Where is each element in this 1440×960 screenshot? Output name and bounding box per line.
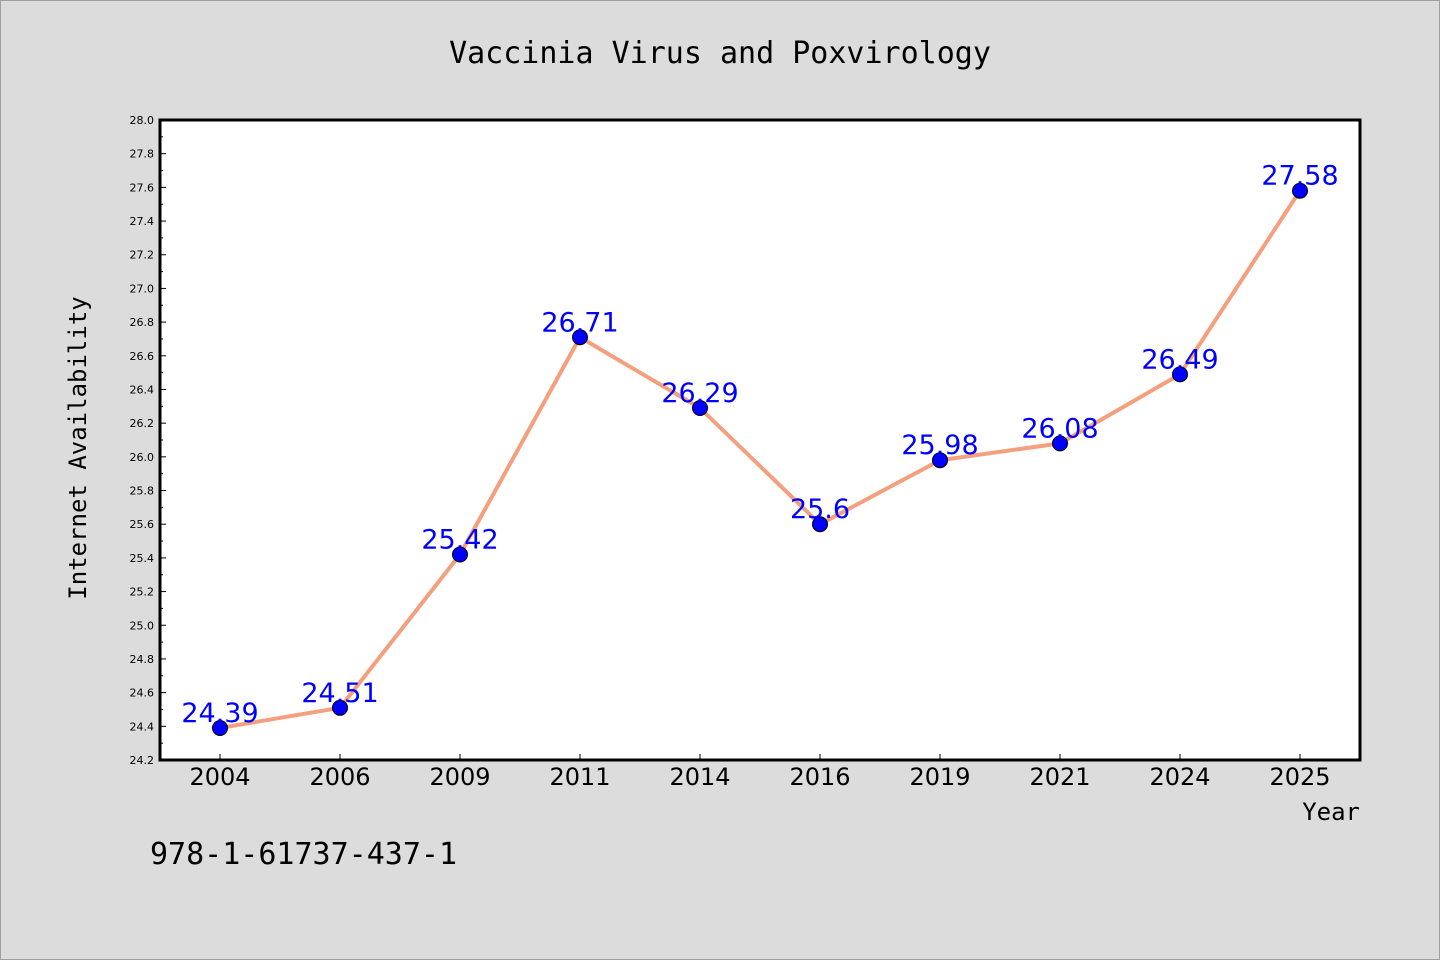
- data-point: [1292, 182, 1308, 199]
- y-tick-label: 26.4: [130, 383, 155, 396]
- x-tick-label: 2025: [1269, 763, 1330, 791]
- data-point: [332, 699, 348, 716]
- x-tick-label: 2019: [909, 763, 970, 791]
- y-tick-label: 27.2: [130, 249, 155, 262]
- data-label: 26.29: [661, 378, 738, 409]
- x-tick-label: 2004: [189, 763, 250, 791]
- data-label: 27.58: [1261, 161, 1338, 192]
- x-tick-label: 2011: [549, 763, 610, 791]
- x-tick-label: 2006: [309, 763, 370, 791]
- y-tick-label: 28.0: [130, 114, 155, 127]
- y-tick-label: 25.4: [130, 552, 155, 565]
- data-point: [812, 516, 828, 533]
- data-label: 26.71: [541, 307, 618, 338]
- y-tick-label: 27.4: [130, 215, 155, 228]
- x-tick-label: 2009: [429, 763, 490, 791]
- isbn-footnote: 978-1-61737-437-1: [150, 837, 457, 872]
- data-point: [692, 400, 708, 416]
- y-tick-label: 27.0: [130, 282, 155, 295]
- series-line-group: [219, 189, 1302, 730]
- data-point: [212, 720, 228, 736]
- y-tick-label: 25.6: [130, 518, 155, 531]
- y-tick-label: 24.4: [130, 720, 155, 733]
- data-label: 26.08: [1021, 413, 1098, 444]
- y-tick-label: 25.8: [130, 485, 155, 498]
- data-label: 24.39: [181, 698, 258, 729]
- plot-area: [160, 120, 1360, 760]
- data-point: [572, 329, 588, 346]
- data-label: 24.51: [301, 678, 378, 709]
- y-tick-label: 27.8: [130, 148, 155, 161]
- data-label: 25.98: [901, 430, 978, 461]
- data-label: 25.42: [421, 525, 498, 556]
- data-point: [452, 546, 468, 563]
- x-tick-label: 2014: [669, 763, 730, 791]
- data-point: [932, 452, 948, 469]
- x-axis-label: Year: [1302, 798, 1360, 826]
- plot-border: [158, 118, 1362, 762]
- chart-title: Vaccinia Virus and Poxvirology: [449, 36, 991, 71]
- y-tick-label: 26.2: [130, 417, 155, 430]
- x-tick-label: 2021: [1029, 763, 1090, 791]
- y-tick-label: 26.8: [130, 316, 155, 329]
- x-axis-ticks: 2004 2006 2009 2011 2014 2016 2019 2021 2024 2025: [189, 754, 1331, 791]
- data-point: [1172, 366, 1188, 383]
- data-point: [1052, 435, 1068, 452]
- y-tick-label: 26.6: [130, 350, 155, 363]
- y-tick-label: 27.6: [130, 181, 155, 194]
- y-tick-label: 24.8: [130, 653, 155, 666]
- x-tick-label: 2024: [1149, 763, 1210, 791]
- y-tick-label: 26.0: [130, 451, 155, 464]
- data-labels: 24.39 24.51 25.42 26.71 26.29 25.6 25.98 26.08 2…: [181, 161, 1338, 729]
- y-tick-label: 25.0: [130, 619, 155, 632]
- y-tick-label: 24.6: [130, 687, 155, 700]
- data-label: 26.49: [1141, 344, 1218, 375]
- series-markers: [212, 182, 1308, 736]
- x-tick-label: 2016: [789, 763, 850, 791]
- data-label: 25.6: [790, 494, 850, 525]
- series-line: [219, 189, 1302, 730]
- y-tick-label: 24.2: [130, 754, 155, 767]
- y-tick-label: 25.2: [130, 586, 155, 599]
- y-axis-label: Internet Availability: [64, 296, 92, 599]
